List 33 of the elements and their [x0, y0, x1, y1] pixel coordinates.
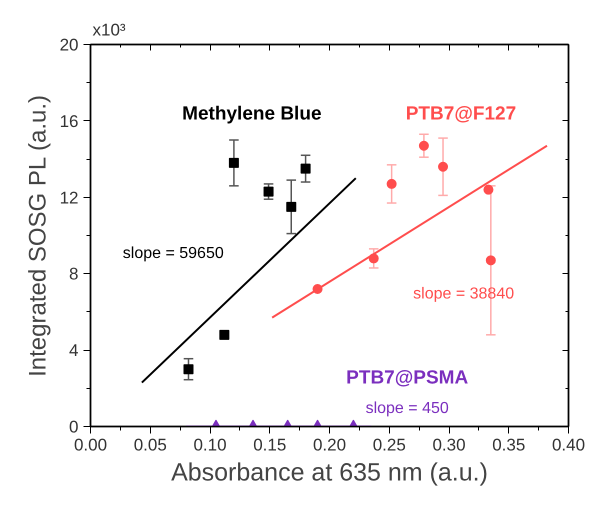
x-tick-label: 0.35: [492, 436, 526, 454]
point: [438, 162, 448, 172]
x-tick-label: 0.20: [312, 436, 346, 454]
text: x10³: [92, 20, 126, 40]
y-tick-label: 4: [69, 341, 79, 360]
point: [386, 178, 397, 189]
point: [483, 184, 494, 195]
x-tick-label: 0.05: [134, 436, 167, 454]
point: [418, 140, 429, 151]
y-axis-title: Integrated SOSG PL (a.u.): [24, 94, 52, 377]
x-tick-label: 0.25: [372, 436, 406, 454]
x-tick-label: 0.00: [74, 436, 108, 454]
point: [286, 202, 296, 212]
point: [228, 158, 239, 168]
point: [300, 164, 311, 174]
y-tick-label: 20: [60, 36, 79, 54]
x-tick-label: 0.30: [432, 436, 466, 454]
y-tick-label: 0: [69, 418, 79, 436]
annotation: slope = 59650: [122, 245, 224, 262]
x-tick-label: 0.40: [552, 436, 586, 454]
series-label: PTB7@F127: [406, 104, 516, 125]
annotation: slope = 38840: [413, 285, 514, 302]
x-tick-label: 0.10: [193, 436, 227, 454]
point: [264, 186, 274, 197]
text: Methylene Blue: [182, 104, 322, 125]
x-axis-title: Absorbance at 635 nm (a.u.): [171, 458, 488, 486]
y-tick-label: 16: [60, 112, 79, 131]
point: [486, 255, 496, 266]
y-tick-label: 12: [60, 188, 79, 208]
series-label: PTB7@PSMA: [346, 367, 468, 388]
y-tick-label: 8: [69, 264, 79, 284]
x-tick-label: 0.15: [253, 436, 286, 454]
annotation: slope = 450: [366, 400, 449, 417]
